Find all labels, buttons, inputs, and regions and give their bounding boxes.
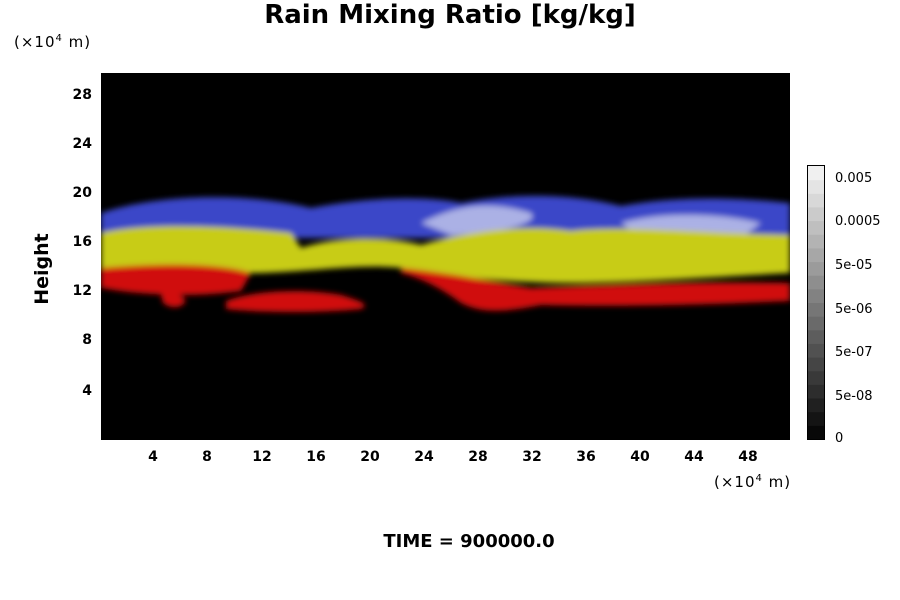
chart-title: Rain Mixing Ratio [kg/kg] <box>264 0 636 30</box>
rain-layer-lavender <box>421 205 761 238</box>
colorbar-step <box>808 275 824 290</box>
x-tick: 28 <box>468 449 488 465</box>
x-tick: 48 <box>738 449 758 465</box>
y-tick: 8 <box>82 332 92 348</box>
y-tick: 24 <box>72 136 92 152</box>
colorbar-step <box>808 329 824 344</box>
x-tick: 40 <box>630 449 650 465</box>
y-tick: 28 <box>72 87 92 103</box>
y-tick: 20 <box>72 185 92 201</box>
colorbar-step <box>808 357 824 372</box>
time-label: TIME = 900000.0 <box>383 531 555 552</box>
x-tick: 20 <box>360 449 380 465</box>
colorbar-step <box>808 302 824 317</box>
x-tick: 24 <box>414 449 434 465</box>
colorbar-label: 5e-07 <box>835 345 873 360</box>
y-axis-label: Height <box>31 233 53 305</box>
colorbar-step <box>808 316 824 331</box>
x-tick: 12 <box>252 449 272 465</box>
colorbar <box>807 165 825 440</box>
rain-layer-red <box>101 264 790 311</box>
colorbar-label: 0.0005 <box>835 214 881 229</box>
colorbar-label: 0.005 <box>835 171 873 186</box>
colorbar-step <box>808 234 824 249</box>
y-tick: 12 <box>72 283 92 299</box>
colorbar-step <box>808 261 824 276</box>
y-axis-unit: (×104 m) <box>14 33 92 51</box>
y-tick: 4 <box>82 383 92 399</box>
colorbar-step <box>808 247 824 263</box>
colorbar-label: 5e-08 <box>835 389 873 404</box>
colorbar-step <box>808 384 824 399</box>
colorbar-label: 5e-05 <box>835 258 873 273</box>
rain-field-heatmap <box>101 195 790 312</box>
x-tick: 16 <box>306 449 326 465</box>
colorbar-step <box>808 220 824 235</box>
y-tick: 16 <box>72 234 92 250</box>
colorbar-step <box>808 343 824 358</box>
colorbar-gradient <box>808 166 824 440</box>
x-tick: 32 <box>522 449 542 465</box>
colorbar-step <box>808 288 824 303</box>
x-axis-unit: (×104 m) <box>714 473 792 491</box>
colorbar-step <box>808 179 824 194</box>
colorbar-label: 0 <box>835 431 844 446</box>
plot-area <box>101 73 790 440</box>
colorbar-step <box>808 193 824 208</box>
colorbar-step <box>808 425 824 440</box>
colorbar-step <box>808 398 824 413</box>
x-tick: 8 <box>202 449 212 465</box>
x-tick: 36 <box>576 449 596 465</box>
colorbar-step <box>808 206 824 222</box>
colorbar-step <box>808 370 824 385</box>
x-tick: 44 <box>684 449 704 465</box>
rain-layer-yellow <box>101 226 790 283</box>
colorbar-step <box>808 166 824 181</box>
x-tick: 4 <box>148 449 158 465</box>
colorbar-label: 5e-06 <box>835 302 873 317</box>
rain-layer-red-lower <box>161 291 365 312</box>
colorbar-step <box>808 411 824 426</box>
